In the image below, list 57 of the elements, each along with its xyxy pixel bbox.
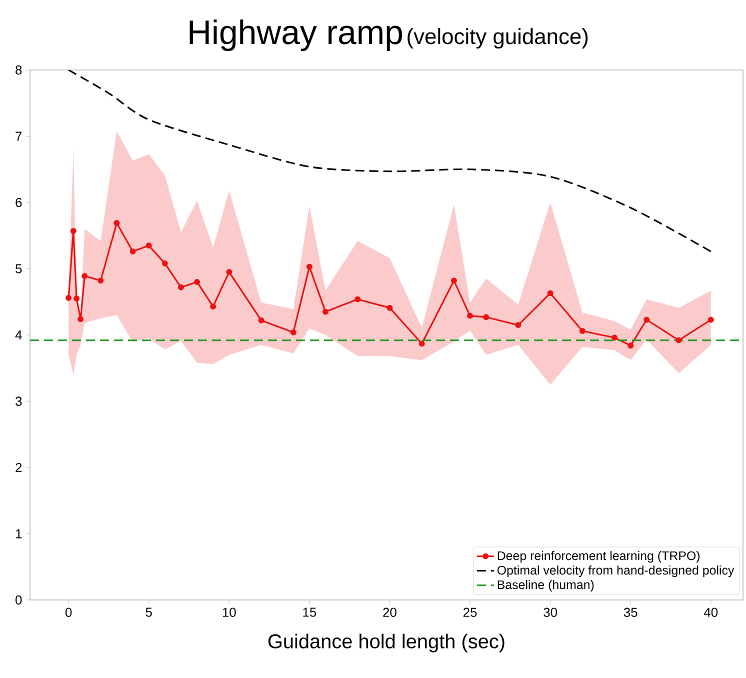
point — [306, 264, 312, 270]
x-tick-label: 10 — [222, 608, 236, 617]
point — [114, 220, 120, 226]
point — [98, 278, 104, 284]
point — [146, 242, 152, 249]
x-tick-label: 5 — [146, 608, 152, 617]
y-tick-label: 0 — [16, 595, 22, 605]
point — [579, 328, 586, 334]
y-tick-label: 3 — [16, 396, 22, 406]
point — [194, 278, 200, 285]
point — [386, 304, 393, 311]
point — [483, 314, 490, 320]
y-tick-label: 7 — [16, 132, 22, 141]
point — [322, 308, 328, 315]
y-tick-label: 5 — [16, 264, 22, 274]
legend-label: Baseline (human) — [498, 580, 594, 592]
point — [70, 228, 76, 234]
point — [708, 316, 714, 323]
x-tick-label: 25 — [463, 608, 477, 617]
point — [515, 322, 522, 328]
y-tick-label: 1 — [16, 529, 22, 538]
point — [644, 316, 650, 323]
x-tick-label: 20 — [383, 608, 396, 617]
chart-title: Highway ramp — [190, 19, 402, 52]
point — [467, 312, 474, 319]
chart-subtitle: (velocity guidance) — [408, 28, 588, 49]
y-tick-label: 2 — [16, 462, 22, 472]
y-tick-label: 8 — [16, 65, 22, 75]
point — [178, 284, 184, 290]
line-series — [68, 70, 712, 252]
point — [354, 296, 361, 302]
y-tick-label: 6 — [16, 198, 22, 208]
x-tick-label: 15 — [303, 608, 316, 617]
y-tick-label: 4 — [15, 330, 22, 340]
x-tick-label: 40 — [704, 608, 718, 617]
point — [82, 273, 88, 280]
point — [130, 248, 136, 255]
point — [547, 290, 554, 296]
point — [612, 334, 618, 341]
x-tick-label: 0 — [65, 608, 72, 617]
point — [290, 329, 296, 336]
point — [210, 304, 216, 310]
legend-label: Deep reinforcement learning (TRPO) — [498, 550, 700, 563]
point — [162, 260, 168, 266]
x-axis-title: Guidance hold length (sec) — [268, 634, 504, 652]
point — [74, 296, 80, 302]
point — [676, 337, 682, 344]
point — [450, 278, 457, 284]
point — [226, 269, 232, 276]
x-tick-label: 30 — [544, 608, 558, 617]
point — [418, 340, 425, 347]
point — [258, 317, 264, 324]
point — [66, 294, 72, 301]
x-tick-label: 35 — [624, 608, 638, 617]
point — [78, 316, 84, 322]
legend-label: Optimal velocity from hand-designed policy — [497, 565, 734, 578]
point — [628, 342, 634, 349]
